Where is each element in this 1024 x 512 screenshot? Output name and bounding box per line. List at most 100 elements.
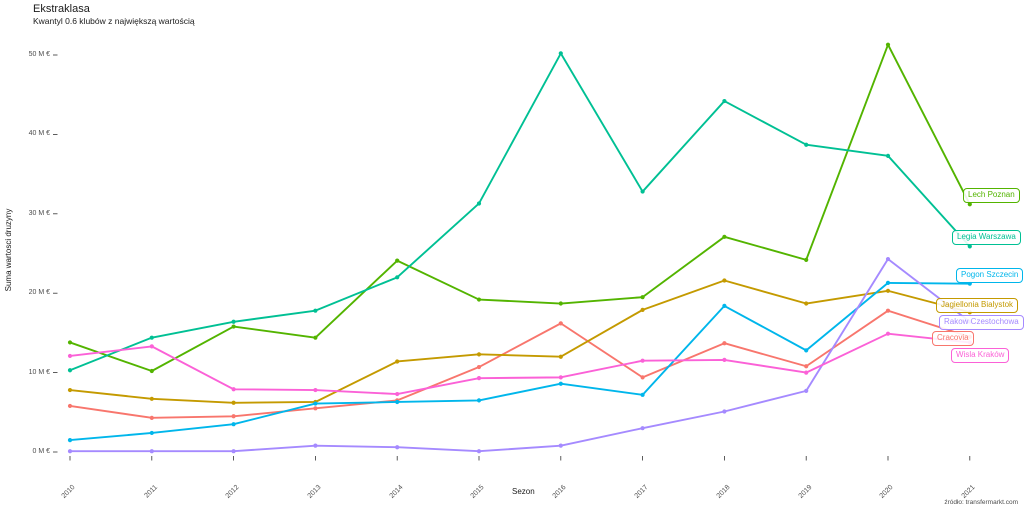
y-tick-label: 0 M € <box>32 448 50 455</box>
data-point <box>804 388 809 393</box>
data-point <box>640 295 645 300</box>
data-point <box>395 445 400 450</box>
data-point <box>476 297 482 302</box>
data-point <box>395 359 400 364</box>
series-label-jagiellonia-bialystok: Jagiellonia Bialystok <box>936 298 1019 313</box>
series-line-cracovia <box>69 309 971 419</box>
series-label-cracovia: Cracovia <box>932 331 974 346</box>
data-point <box>476 376 482 381</box>
series-label-pogon-szczecin: Pogon Szczecin <box>956 268 1024 283</box>
series-label-rakow-czestochowa: Rakow Czestochowa <box>939 315 1024 330</box>
data-point <box>640 426 645 431</box>
data-point <box>149 335 154 340</box>
data-point <box>149 415 154 420</box>
data-point <box>395 399 400 405</box>
data-point <box>476 449 482 454</box>
data-point <box>476 201 482 206</box>
y-tick-label: 40 M € <box>28 130 50 138</box>
data-point <box>149 368 154 374</box>
data-point <box>722 98 727 104</box>
y-tick-label: 50 M € <box>28 51 50 58</box>
data-point <box>558 321 563 326</box>
data-point <box>558 301 563 306</box>
series-label-lech-poznan: Lech Poznan <box>963 188 1020 203</box>
data-point <box>313 335 318 340</box>
data-point <box>967 281 972 286</box>
data-point <box>149 430 154 436</box>
data-point <box>885 153 891 158</box>
data-point <box>476 398 482 403</box>
data-point <box>558 51 563 56</box>
data-point <box>476 352 482 357</box>
data-point <box>804 301 809 306</box>
y-tick-label: 20 M € <box>28 289 50 297</box>
data-point <box>967 244 972 249</box>
data-point <box>558 443 563 448</box>
data-point <box>640 375 645 380</box>
data-point <box>722 341 727 346</box>
data-point <box>395 391 400 397</box>
data-point <box>231 387 236 392</box>
series-line-rakow-czestochowa <box>69 258 971 453</box>
data-point <box>804 142 809 147</box>
data-point <box>722 303 727 309</box>
data-point <box>804 364 809 369</box>
data-point <box>149 449 154 454</box>
data-point <box>885 280 891 285</box>
data-point <box>313 401 318 406</box>
data-point <box>885 308 891 313</box>
chart-subtitle: Kwantyl 0.6 klubów z największą wartości… <box>33 16 195 26</box>
data-point <box>313 308 318 313</box>
data-point <box>149 344 154 349</box>
data-point <box>885 256 891 262</box>
data-point <box>804 370 809 375</box>
data-point <box>231 422 236 427</box>
data-point <box>885 331 891 336</box>
data-point <box>231 414 236 419</box>
data-point <box>395 258 400 263</box>
data-point <box>558 375 563 380</box>
data-point <box>558 381 563 386</box>
data-point <box>722 357 727 362</box>
data-point <box>558 354 563 359</box>
series-line-legia-warszawa <box>69 52 971 372</box>
data-point <box>885 42 891 47</box>
data-point <box>67 340 73 345</box>
data-point <box>722 278 727 283</box>
data-point <box>231 400 236 405</box>
data-point <box>722 234 727 239</box>
data-point <box>967 202 972 207</box>
series-line-lech-poznan <box>69 43 971 372</box>
data-point <box>67 353 73 359</box>
data-point <box>231 324 236 329</box>
series-line-jagiellonia-bialystok <box>69 279 971 404</box>
data-point <box>640 189 645 194</box>
data-point <box>67 387 73 393</box>
data-point <box>67 437 73 443</box>
data-point <box>231 449 236 454</box>
series-line-wisla-krak-w <box>69 332 971 395</box>
series-label-legia-warszawa: Legia Warszawa <box>952 230 1021 245</box>
data-point <box>885 288 891 293</box>
source-credit: źródło: transfermarkt.com <box>944 499 1018 506</box>
data-point <box>722 409 727 414</box>
series-line-pogon-szczecin <box>69 281 971 442</box>
data-point <box>476 364 482 370</box>
data-point <box>67 449 73 454</box>
data-point <box>149 396 154 401</box>
data-point <box>67 368 73 373</box>
data-point <box>640 307 645 312</box>
data-point <box>313 443 318 448</box>
data-point <box>313 406 318 411</box>
data-point <box>640 358 645 363</box>
data-point <box>804 348 809 353</box>
data-point <box>67 403 73 409</box>
data-point <box>231 319 236 324</box>
data-point <box>395 275 400 280</box>
y-tick-label: 10 M € <box>28 368 50 376</box>
series-label-wisla-krak-w: Wisla Kraków <box>951 348 1010 363</box>
data-point <box>804 257 809 262</box>
y-tick-label: 30 M € <box>28 209 50 217</box>
x-axis-title: Sezon <box>512 487 535 496</box>
